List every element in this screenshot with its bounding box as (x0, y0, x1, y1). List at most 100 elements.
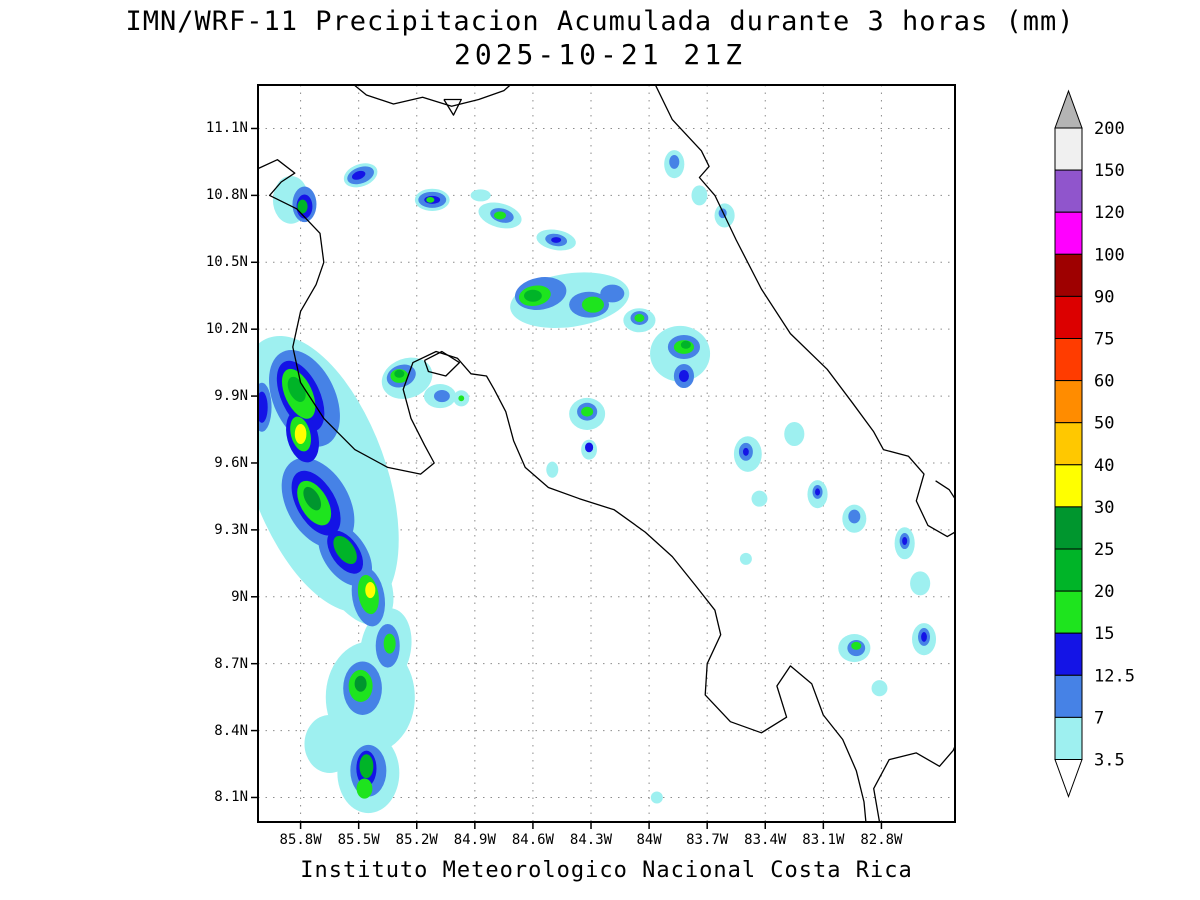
precip-cell (303, 486, 322, 511)
precip-cell (751, 490, 768, 507)
precip-cell (680, 340, 691, 349)
colorbar-segment (1054, 169, 1083, 213)
precip-cell (524, 289, 542, 302)
colorbar-tick-label: 100 (1094, 245, 1125, 265)
map-border (257, 84, 956, 823)
coastline-path (258, 159, 867, 822)
lon-tick-label: 82.8W (860, 832, 903, 848)
precip-cell (600, 284, 625, 303)
colorbar-segment (1054, 548, 1083, 592)
precip-cell (851, 641, 862, 650)
precipitation-map (251, 84, 956, 829)
colorbar-segment (1054, 464, 1083, 508)
precip-cell (494, 211, 507, 220)
precip-cell (470, 189, 491, 202)
colorbar-segment (1054, 295, 1083, 339)
colorbar-tick-label: 120 (1094, 203, 1125, 223)
colorbar-arrow-bottom (1054, 759, 1083, 798)
lat-tick-label: 10.8N (205, 187, 248, 204)
colorbar-segment (1054, 716, 1083, 761)
lat-tick-label: 9.9N (214, 388, 248, 405)
lat-tick-label: 10.5N (205, 254, 248, 271)
precip-cell (585, 442, 594, 453)
precip-cell (581, 296, 604, 313)
map-datetime: 2025-10-21 21Z (453, 38, 746, 71)
precip-cell (354, 675, 367, 692)
lon-tick-label: 83.4W (744, 832, 787, 848)
lon-tick-label: 83.7W (686, 832, 729, 848)
lat-tick-label: 11.1N (205, 120, 248, 137)
colorbar-tick-label: 60 (1094, 372, 1114, 392)
precip-cell (297, 199, 308, 214)
precip-cell (921, 632, 927, 642)
lon-tick-label: 85.2W (395, 832, 438, 848)
precip-cell (669, 155, 680, 169)
precip-cell (351, 170, 366, 180)
precip-cell (742, 447, 749, 456)
precip-cell (383, 633, 396, 654)
precip-cell (650, 791, 663, 804)
colorbar-tick-label: 25 (1094, 540, 1114, 560)
lon-tick-label: 84W (636, 832, 662, 848)
colorbar-segment (1054, 632, 1083, 676)
colorbar-segment (1054, 590, 1083, 634)
precip-cell (458, 395, 465, 402)
colorbar-tick-label: 40 (1094, 456, 1114, 476)
precip-cell (294, 423, 307, 445)
colorbar-segment (1054, 338, 1083, 382)
precip-cell (815, 488, 821, 496)
colorbar-segment (1054, 211, 1083, 255)
colorbar-segment (1054, 506, 1083, 550)
colorbar-tick-label: 150 (1094, 161, 1125, 181)
precip-cell (333, 535, 357, 565)
lon-tick-label: 84.9W (453, 832, 496, 848)
map-title: IMN/WRF-11 Precipitacion Acumulada duran… (125, 6, 1075, 37)
precip-cell (848, 509, 861, 524)
precip-cell (433, 390, 450, 403)
precip-cell (426, 196, 435, 203)
precip-cell (356, 778, 373, 799)
lon-tick-label: 85.8W (279, 832, 322, 848)
colorbar-segment (1054, 674, 1083, 718)
colorbar-segment (1054, 422, 1083, 466)
colorbar-tick-label: 200 (1094, 119, 1125, 139)
footer-credit: Instituto Meteorologico Nacional Costa R… (300, 858, 913, 883)
precip-cell (394, 369, 405, 378)
precip-cell (258, 391, 268, 423)
colorbar-tick-label: 12.5 (1094, 666, 1135, 686)
lon-tick-label: 84.3W (569, 832, 613, 848)
colorbar-tick-label: 20 (1094, 582, 1114, 602)
precip-cell (691, 185, 708, 206)
precip-cell (634, 314, 645, 323)
colorbar-tick-label: 15 (1094, 624, 1114, 644)
colorbar-tick-label: 90 (1094, 287, 1114, 307)
colorbar-segment (1054, 253, 1083, 297)
lon-tick-label: 84.6W (511, 832, 554, 848)
colorbar-tick-label: 3.5 (1094, 751, 1125, 771)
precip-cell (546, 461, 559, 478)
lat-tick-label: 8.4N (214, 722, 248, 739)
colorbar-tick-label: 75 (1094, 330, 1114, 350)
precip-cell (365, 582, 376, 599)
precip-cell (739, 552, 752, 565)
coastline-path (443, 98, 462, 116)
colorbar-tick-label: 7 (1094, 708, 1104, 728)
lon-tick-label: 83.1W (802, 832, 845, 848)
precip-cell (784, 421, 805, 447)
lat-tick-label: 9.6N (214, 454, 248, 471)
precip-cell (581, 406, 594, 417)
coastline-path (353, 85, 512, 107)
precip-cell (910, 571, 931, 596)
lat-tick-label: 8.7N (214, 655, 248, 672)
precip-cell (551, 237, 562, 243)
colorbar-tick-label: 30 (1094, 498, 1114, 518)
lat-tick-label: 8.1N (214, 789, 248, 806)
lat-tick-label: 9.3N (214, 521, 248, 538)
colorbar-segment (1054, 127, 1083, 171)
lat-tick-label: 9N (231, 588, 248, 605)
colorbar-segment (1054, 380, 1083, 424)
coastline-path (873, 745, 955, 822)
map-plot-area (258, 85, 955, 822)
coastline-path (654, 85, 955, 538)
